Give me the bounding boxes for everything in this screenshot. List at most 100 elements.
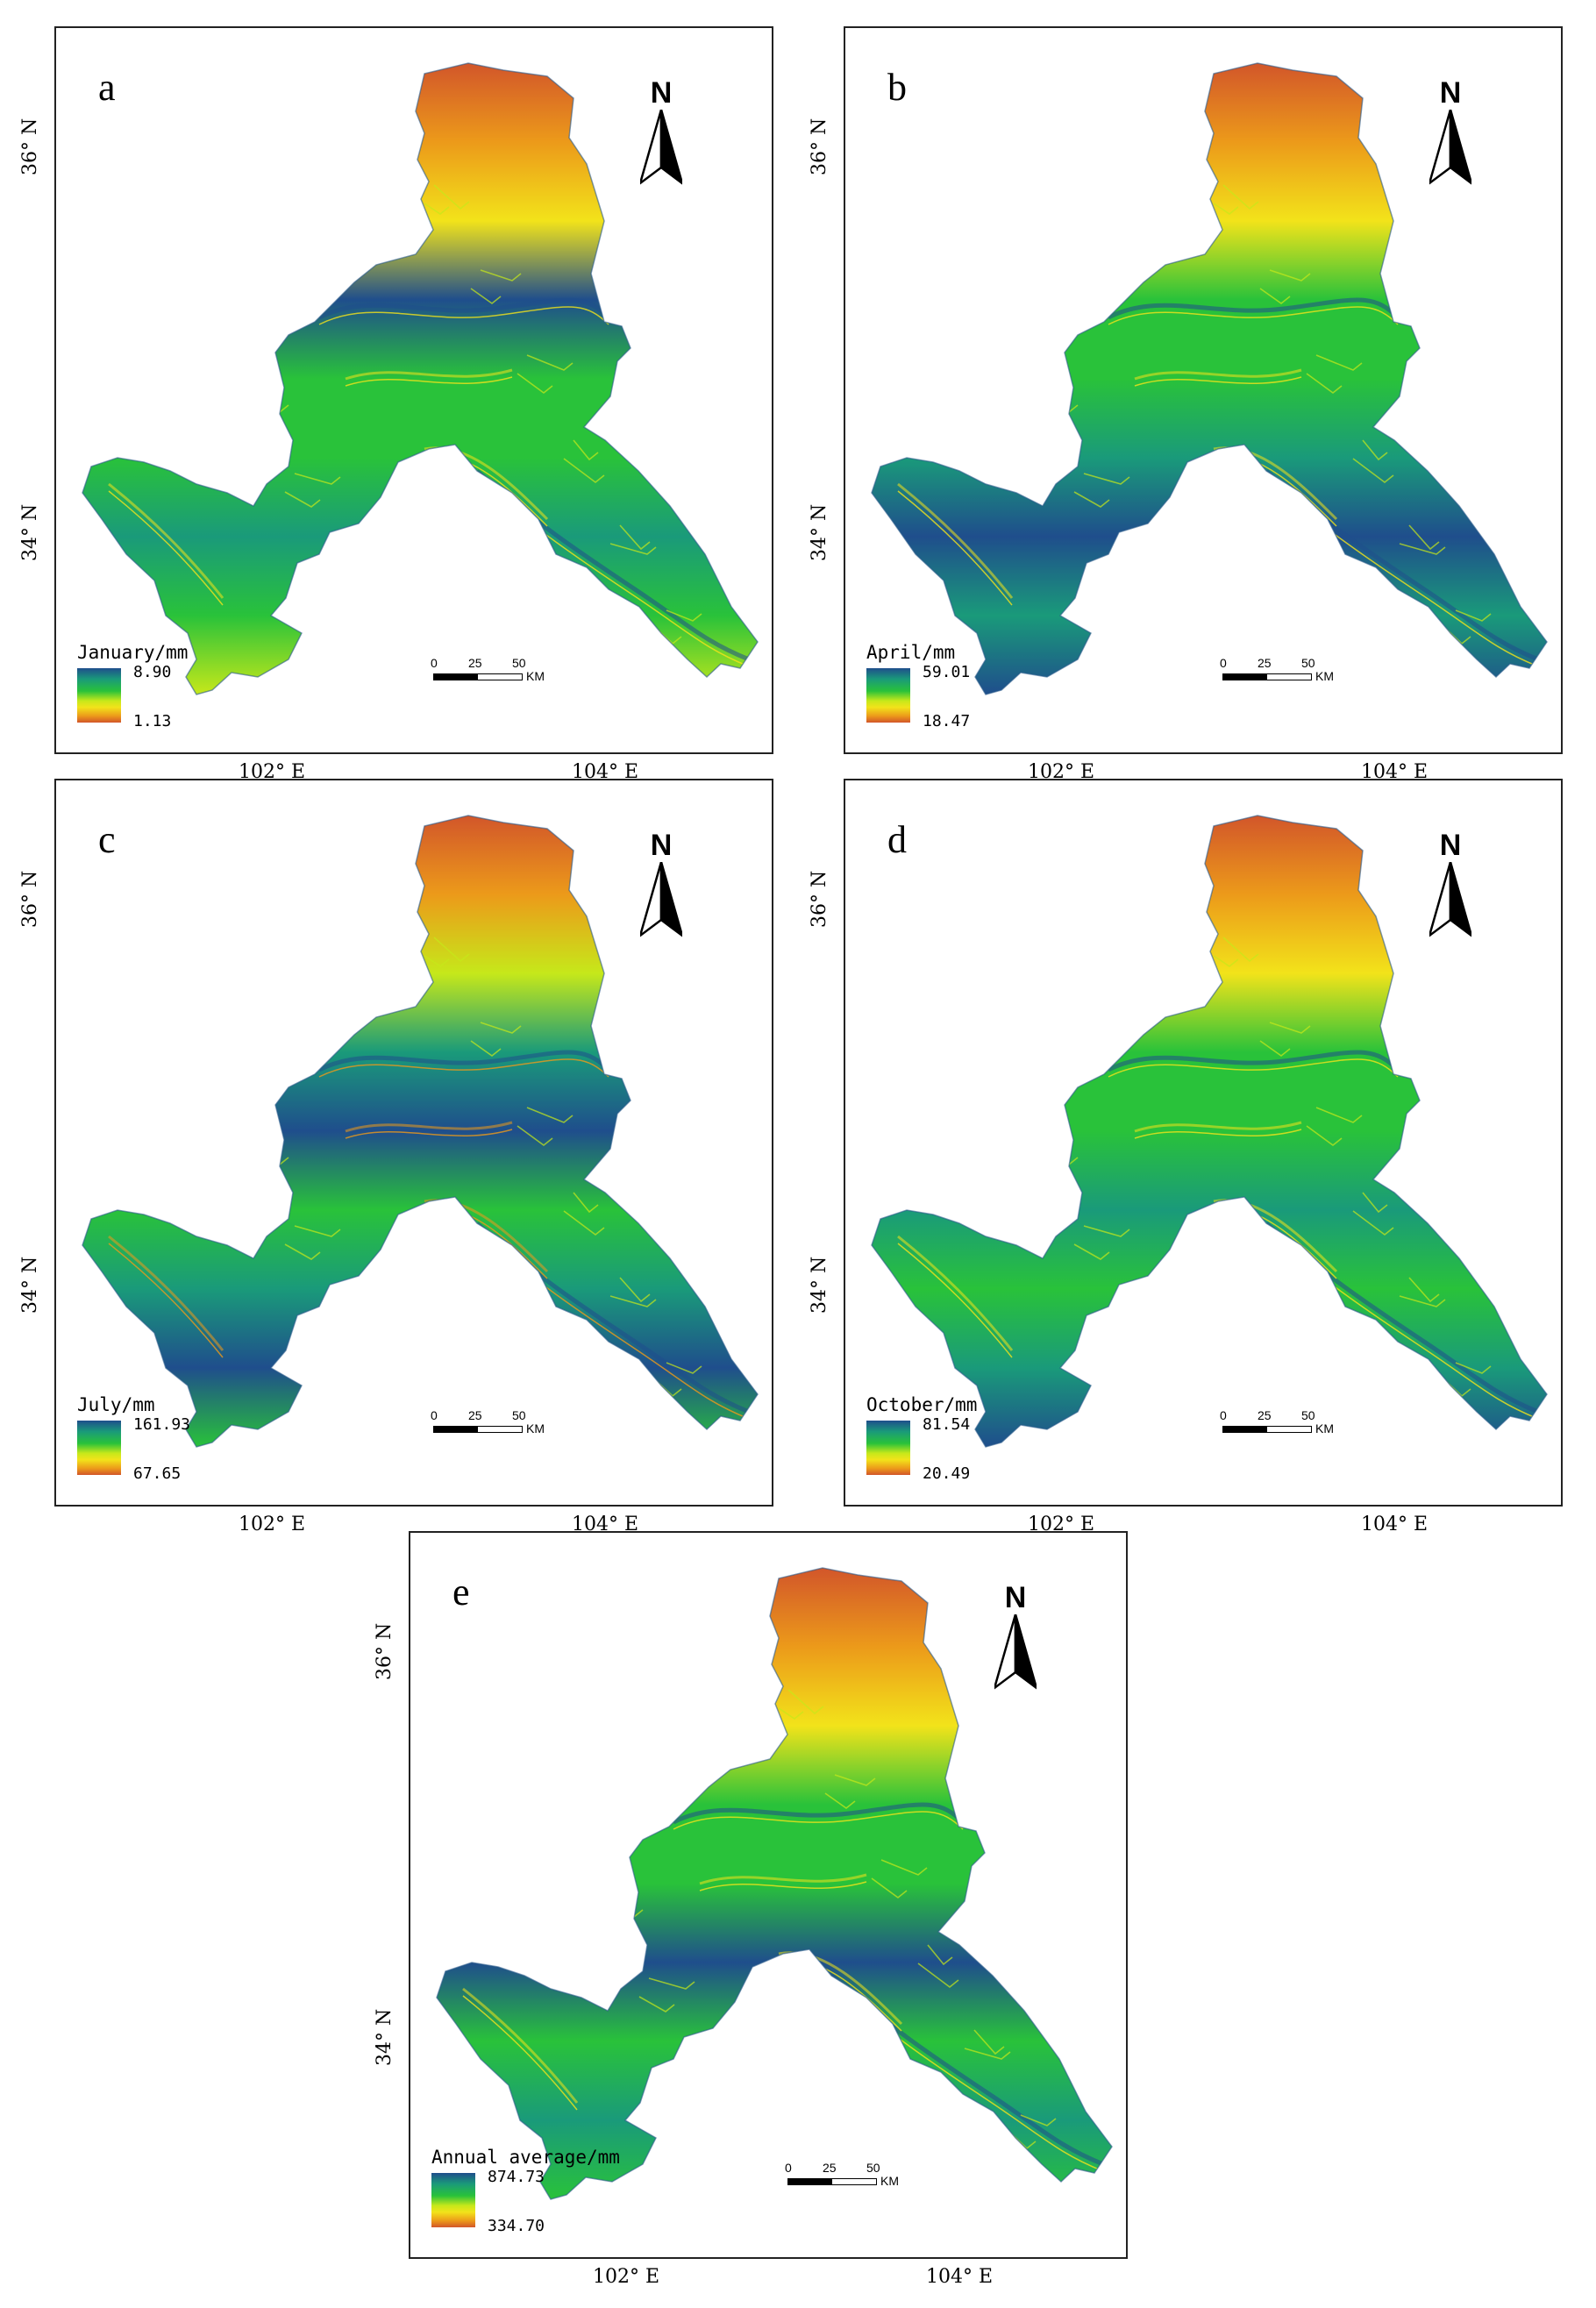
legend-min-value: 67.65 bbox=[133, 1464, 182, 1483]
region-boundary bbox=[871, 815, 1548, 1448]
scale-tick-0: 0 bbox=[431, 1408, 438, 1422]
legend-min-value: 18.47 bbox=[923, 712, 971, 730]
region-boundary bbox=[82, 815, 759, 1448]
region-fill bbox=[872, 63, 1547, 695]
scale-tick-50: 50 bbox=[512, 656, 526, 670]
legend-title: January/mm bbox=[77, 642, 189, 663]
latitude-label: 34° N bbox=[809, 1256, 830, 1314]
north-label: N bbox=[1439, 829, 1462, 862]
legend-max-value: 59.01 bbox=[923, 663, 971, 681]
scale-tick-50: 50 bbox=[1301, 1408, 1315, 1422]
region-fill bbox=[82, 63, 758, 695]
north-arrow-icon bbox=[1429, 110, 1471, 185]
scale-tick-0: 0 bbox=[1220, 1408, 1227, 1422]
scale-segment-white bbox=[1266, 673, 1312, 680]
region-fill bbox=[437, 1568, 1112, 2199]
longitude-label: 102° E bbox=[593, 2266, 660, 2288]
north-arrow-icon bbox=[994, 1614, 1037, 1690]
latitude-label: 34° N bbox=[19, 1256, 41, 1314]
north-arrow-icon bbox=[640, 110, 682, 185]
latitude-label: 36° N bbox=[374, 1622, 395, 1680]
precipitation-raster-d bbox=[871, 815, 1548, 1448]
map-panel-e: e N 0 25 50 KM Annual average/mm 874.73 334.70 bbox=[409, 1531, 1128, 2259]
scale-tick-25: 25 bbox=[468, 1408, 482, 1422]
scale-bar: 0 25 50 KM bbox=[431, 656, 609, 691]
latitude-label: 36° N bbox=[19, 870, 41, 928]
legend-min-value: 1.13 bbox=[133, 712, 172, 730]
color-legend: July/mm 161.93 67.65 bbox=[77, 1394, 217, 1491]
scale-tick-50: 50 bbox=[512, 1408, 526, 1422]
legend-max-value: 874.73 bbox=[488, 2168, 545, 2186]
legend-color-ramp bbox=[77, 668, 121, 723]
precipitation-raster-c bbox=[82, 815, 759, 1448]
panel-letter: e bbox=[452, 1571, 470, 1613]
scale-unit: KM bbox=[526, 669, 545, 683]
north-arrow: N bbox=[1424, 829, 1477, 943]
legend-color-ramp bbox=[77, 1421, 121, 1475]
north-label: N bbox=[1439, 76, 1462, 110]
north-label: N bbox=[650, 76, 673, 110]
scale-bar: 0 25 50 KM bbox=[785, 2161, 963, 2196]
north-arrow: N bbox=[635, 829, 688, 943]
longitude-label: 104° E bbox=[926, 2266, 994, 2288]
north-label: N bbox=[650, 829, 673, 862]
legend-title: April/mm bbox=[866, 642, 956, 663]
north-arrow: N bbox=[635, 76, 688, 190]
scale-segment-black bbox=[1222, 1426, 1266, 1433]
precipitation-raster-e bbox=[436, 1567, 1113, 2200]
legend-max-value: 161.93 bbox=[133, 1415, 191, 1434]
panel-letter: d bbox=[887, 818, 907, 861]
color-legend: April/mm 59.01 18.47 bbox=[866, 642, 1007, 738]
scale-unit: KM bbox=[1315, 1421, 1334, 1435]
map-panel-d: d N 0 25 50 KM October/mm 81.54 20.49 bbox=[844, 779, 1563, 1507]
north-arrow-icon bbox=[1429, 862, 1471, 937]
region-boundary bbox=[82, 62, 759, 695]
terrain-texture bbox=[108, 132, 754, 687]
panel-letter: a bbox=[98, 66, 116, 109]
scale-tick-25: 25 bbox=[468, 656, 482, 670]
north-label: N bbox=[1004, 1581, 1027, 1614]
scale-tick-0: 0 bbox=[1220, 656, 1227, 670]
longitude-label: 104° E bbox=[1361, 1514, 1429, 1535]
legend-title: October/mm bbox=[866, 1394, 978, 1415]
scale-tick-25: 25 bbox=[1258, 1408, 1272, 1422]
latitude-label: 36° N bbox=[19, 118, 41, 175]
legend-color-ramp bbox=[866, 1421, 910, 1475]
legend-title: Annual average/mm bbox=[431, 2147, 620, 2168]
precipitation-raster-b bbox=[871, 62, 1548, 695]
map-panel-b: b N 0 25 50 KM April/mm 59.01 18.47 bbox=[844, 26, 1563, 754]
region-boundary bbox=[436, 1567, 1113, 2200]
legend-min-value: 20.49 bbox=[923, 1464, 971, 1483]
region-fill bbox=[872, 816, 1547, 1447]
color-legend: Annual average/mm 874.73 334.70 bbox=[431, 2147, 620, 2243]
legend-title: July/mm bbox=[77, 1394, 155, 1415]
scale-segment-black bbox=[433, 1426, 477, 1433]
latitude-label: 36° N bbox=[809, 870, 830, 928]
scale-tick-50: 50 bbox=[1301, 656, 1315, 670]
region-boundary bbox=[871, 62, 1548, 695]
scale-segment-white bbox=[477, 1426, 523, 1433]
legend-color-ramp bbox=[866, 668, 910, 723]
legend-min-value: 334.70 bbox=[488, 2217, 545, 2235]
north-arrow-icon bbox=[640, 862, 682, 937]
map-panel-a: a N 0 25 50 KM January/mm 8.90 1.13 bbox=[54, 26, 773, 754]
scale-segment-black bbox=[1222, 673, 1266, 680]
north-arrow: N bbox=[989, 1581, 1042, 1695]
scale-segment-black bbox=[787, 2178, 831, 2185]
scale-segment-white bbox=[1266, 1426, 1312, 1433]
scale-segment-white bbox=[831, 2178, 877, 2185]
precipitation-raster-a bbox=[82, 62, 759, 695]
latitude-label: 34° N bbox=[809, 503, 830, 561]
latitude-label: 36° N bbox=[809, 118, 830, 175]
panel-letter: c bbox=[98, 818, 116, 861]
color-legend: October/mm 81.54 20.49 bbox=[866, 1394, 1007, 1491]
scale-tick-25: 25 bbox=[823, 2161, 837, 2175]
panel-letter: b bbox=[887, 66, 907, 109]
map-panel-c: c N 0 25 50 KM July/mm 161.93 67.65 bbox=[54, 779, 773, 1507]
scale-unit: KM bbox=[880, 2174, 899, 2188]
color-legend: January/mm 8.90 1.13 bbox=[77, 642, 217, 738]
scale-segment-black bbox=[433, 673, 477, 680]
north-arrow: N bbox=[1424, 76, 1477, 190]
latitude-label: 34° N bbox=[374, 2008, 395, 2066]
scale-tick-25: 25 bbox=[1258, 656, 1272, 670]
